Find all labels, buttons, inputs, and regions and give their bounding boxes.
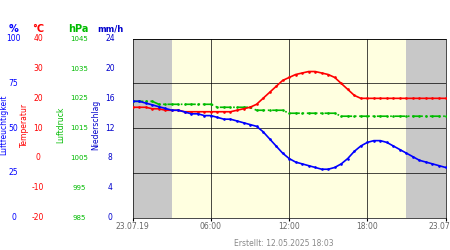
Text: 995: 995 [72,185,86,191]
Text: -20: -20 [32,213,45,222]
Text: 1015: 1015 [70,125,88,131]
Text: -10: -10 [32,183,45,192]
Text: 0: 0 [36,154,40,162]
Text: Temperatur: Temperatur [20,103,29,147]
Bar [172,39,406,218]
Text: Niederschlag: Niederschlag [91,100,100,150]
Text: hPa: hPa [68,24,89,34]
Text: 1005: 1005 [70,155,88,161]
Text: 0: 0 [11,213,16,222]
Text: °C: °C [32,24,44,34]
Text: 4: 4 [108,183,112,192]
Text: 16: 16 [105,94,115,103]
Text: Luftfeuchtigkeit: Luftfeuchtigkeit [0,95,8,155]
Text: 12: 12 [105,124,115,132]
Text: mm/h: mm/h [97,24,123,33]
Text: 1035: 1035 [70,66,88,71]
Text: Luftdruck: Luftdruck [56,107,65,143]
Text: 1045: 1045 [70,36,88,42]
Text: 20: 20 [33,94,43,103]
Text: 75: 75 [9,79,18,88]
Text: 20: 20 [105,64,115,73]
Text: 24: 24 [105,34,115,43]
Text: %: % [9,24,18,34]
Text: 0: 0 [108,213,112,222]
Text: 100: 100 [6,34,21,43]
Text: 8: 8 [108,154,112,162]
Text: 985: 985 [72,214,86,220]
Text: 25: 25 [9,168,18,177]
Text: 50: 50 [9,124,18,132]
Text: 1025: 1025 [70,95,88,101]
Text: 30: 30 [33,64,43,73]
Text: 40: 40 [33,34,43,43]
Text: Erstellt: 12.05.2025 18:03: Erstellt: 12.05.2025 18:03 [234,239,333,248]
Text: 10: 10 [33,124,43,132]
